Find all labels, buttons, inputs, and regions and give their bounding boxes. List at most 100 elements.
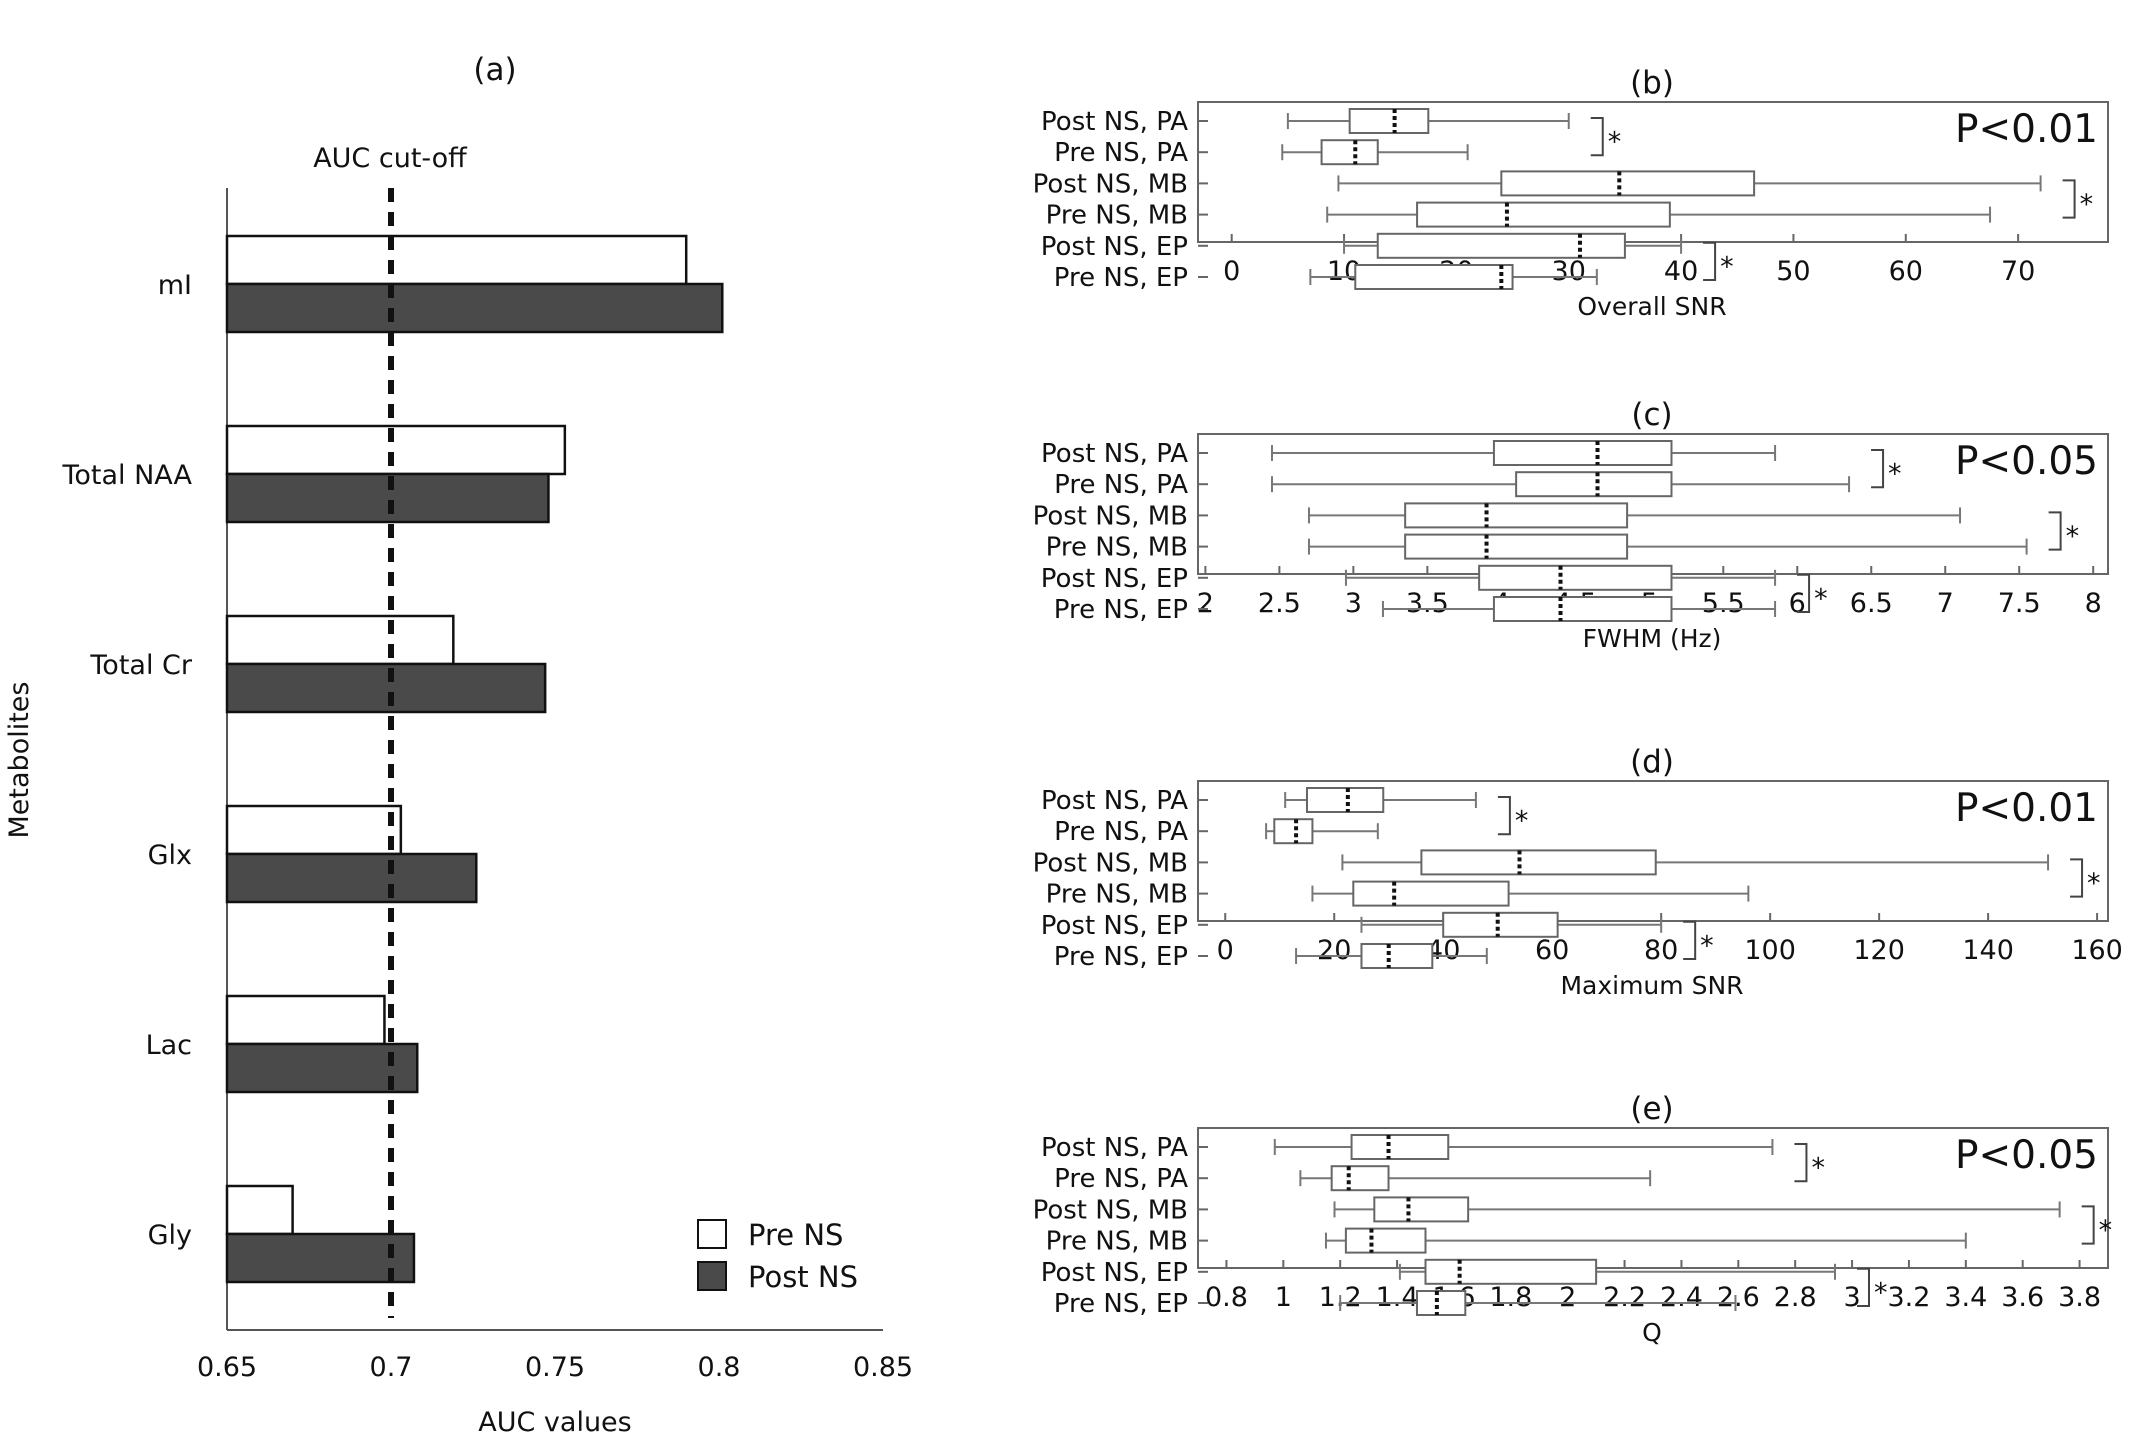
box-iqr xyxy=(1424,1258,1598,1285)
panel-b-x-tick-label: 50 xyxy=(1776,256,1810,287)
box-iqr xyxy=(1515,471,1673,498)
panel-a-x-tick-label: 0.65 xyxy=(197,1352,257,1383)
box-iqr xyxy=(1492,596,1673,622)
panel-c-x-tick-label: 8 xyxy=(2085,588,2102,619)
legend-label-post-ns: Post NS xyxy=(748,1260,858,1294)
panel-e-title: (e) xyxy=(1630,1091,1673,1127)
panel-a-category-label: Gly xyxy=(148,1220,192,1251)
panel-c-x-tick-label: 2.5 xyxy=(1258,588,1301,619)
box-iqr xyxy=(1348,108,1430,134)
significance-star: * xyxy=(1608,127,1622,158)
panel-e-x-tick-label: 3 xyxy=(1843,1282,1860,1313)
panel-e-x-axis-label: Q xyxy=(1642,1318,1662,1347)
significance-star: * xyxy=(1814,583,1828,614)
panel-d-x-tick-label: 60 xyxy=(1535,935,1569,966)
box-iqr xyxy=(1350,1134,1450,1160)
panel-d-group-label: Post NS, MB xyxy=(1033,848,1188,878)
panel-e-group-label: Post NS, MB xyxy=(1033,1195,1188,1225)
panel-b-group-label: Pre NS, MB xyxy=(1046,201,1188,231)
panel-e-x-tick-label: 3.6 xyxy=(2001,1282,2044,1313)
panel-b-x-tick-label: 30 xyxy=(1552,256,1586,287)
panel-d-p-value: P<0.01 xyxy=(1955,786,2098,831)
bar-post-ns xyxy=(225,282,724,334)
panel-b-p-value: P<0.01 xyxy=(1955,107,2098,152)
significance-bracket xyxy=(1794,1143,1808,1183)
box-iqr xyxy=(1320,139,1379,166)
panel-e-x-tick-label: 1.8 xyxy=(1489,1282,1532,1313)
bar-pre-ns xyxy=(225,1184,294,1236)
bar-post-ns xyxy=(225,1042,419,1094)
panel-d-group-label: Post NS, PA xyxy=(1041,786,1188,816)
panel-b-x-tick-label: 40 xyxy=(1664,256,1698,287)
significance-star: * xyxy=(2080,189,2094,220)
panel-d-group-label: Pre NS, PA xyxy=(1054,817,1188,847)
bar-post-ns xyxy=(225,1232,416,1284)
significance-bracket xyxy=(1797,573,1811,613)
panel-e-group-label: Pre NS, EP xyxy=(1054,1289,1188,1319)
panel-b-boxplot: (b)010203040506070Overall SNRP<0.01Post … xyxy=(1033,65,2109,321)
panel-d-x-tick-label: 140 xyxy=(1962,935,2014,966)
legend-swatch-pre-ns xyxy=(697,1219,727,1249)
panel-c-group-label: Post NS, MB xyxy=(1033,501,1188,531)
panel-d-group-label: Post NS, EP xyxy=(1041,911,1188,941)
legend-swatch-post-ns xyxy=(697,1261,727,1291)
significance-star: * xyxy=(1888,459,1902,490)
panel-c-group-label: Post NS, PA xyxy=(1041,439,1188,469)
box-iqr xyxy=(1330,1165,1390,1192)
panel-d-title: (d) xyxy=(1630,744,1674,780)
panel-c-x-axis-label: FWHM (Hz) xyxy=(1583,624,1722,653)
box-iqr xyxy=(1373,1196,1470,1223)
panel-b-group-label: Post NS, PA xyxy=(1041,107,1188,137)
panel-d-group-label: Pre NS, MB xyxy=(1046,880,1188,910)
panel-e-x-tick-label: 0.8 xyxy=(1205,1282,1248,1313)
panel-c-x-tick-label: 3 xyxy=(1345,588,1362,619)
panel-e-x-tick-label: 2.8 xyxy=(1774,1282,1817,1313)
panel-a-category-label: mI xyxy=(158,270,192,301)
panel-d-x-tick-label: 20 xyxy=(1317,935,1351,966)
box-iqr xyxy=(1352,880,1510,907)
panel-c-x-tick-label: 6 xyxy=(1789,588,1806,619)
panel-c-group-label: Pre NS, PA xyxy=(1054,470,1188,500)
panel-a-x-tick-label: 0.8 xyxy=(698,1352,741,1383)
significance-bracket xyxy=(1590,117,1604,157)
panel-c-x-tick-label: 3.5 xyxy=(1406,588,1449,619)
panel-e-x-tick-label: 3.4 xyxy=(1944,1282,1987,1313)
panel-e-frame xyxy=(1197,1127,2109,1269)
panel-a-category-label: Lac xyxy=(146,1030,192,1061)
significance-bracket xyxy=(2048,511,2062,551)
significance-bracket xyxy=(2062,179,2076,219)
significance-star: * xyxy=(1811,1153,1825,1184)
significance-bracket xyxy=(1871,449,1885,489)
panel-e-p-value: P<0.05 xyxy=(1955,1133,2098,1178)
significance-bracket xyxy=(2070,858,2084,898)
bar-pre-ns xyxy=(225,994,386,1046)
panel-b-title: (b) xyxy=(1630,65,1674,101)
panel-b-frame xyxy=(1197,101,2109,243)
auc-cutoff-label: AUC cut-off xyxy=(313,143,468,174)
box-iqr xyxy=(1305,787,1385,813)
box-iqr xyxy=(1376,232,1626,259)
box-iqr xyxy=(1354,264,1514,290)
panel-e-x-tick-label: 1 xyxy=(1275,1282,1292,1313)
panel-a-category-label: Total NAA xyxy=(61,460,192,491)
panel-a-bar-chart: (a) 0.65 0.7 0.75 0.8 0.85 AUC values Metabolit… xyxy=(4,52,913,1438)
panel-d-group-label: Pre NS, EP xyxy=(1054,942,1188,972)
panel-c-x-tick-label: 5.5 xyxy=(1702,588,1745,619)
panel-b-group-label: Pre NS, PA xyxy=(1054,138,1188,168)
box-iqr xyxy=(1492,440,1673,466)
panel-e-x-tick-label: 2 xyxy=(1559,1282,1576,1313)
bar-post-ns xyxy=(225,662,547,714)
significance-bracket xyxy=(1683,920,1697,960)
bar-pre-ns xyxy=(225,614,455,666)
panel-c-group-label: Pre NS, EP xyxy=(1054,595,1188,625)
panel-c-group-label: Pre NS, MB xyxy=(1046,533,1188,563)
panel-c-x-tick-label: 7 xyxy=(1937,588,1954,619)
significance-star: * xyxy=(1720,251,1734,282)
panel-e-x-tick-label: 2.2 xyxy=(1603,1282,1646,1313)
bar-pre-ns xyxy=(225,234,688,286)
bar-post-ns xyxy=(225,852,478,904)
panel-e-boxplot: (e)0.811.21.41.61.822.22.42.62.833.23.43… xyxy=(1033,1091,2113,1347)
box-iqr xyxy=(1420,849,1657,876)
